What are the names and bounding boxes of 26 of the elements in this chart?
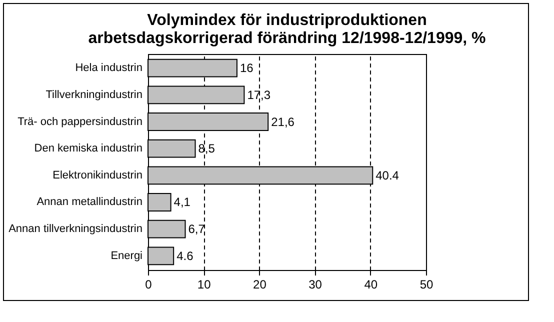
y-tick-label: Hela industrin [75,62,142,74]
x-tick-label: 30 [308,278,322,292]
y-tick-label: Annan metallindustrin [36,196,142,208]
x-tick-label: 0 [145,278,152,292]
data-label: 6,7 [188,222,206,236]
data-label: 8,5 [198,142,216,156]
bar [148,220,186,238]
y-tick-label: Den kemiska industrin [34,142,142,155]
y-tick-label: Elektronikindustrin [52,169,142,182]
data-label: 4,1 [174,195,191,210]
data-label: 4.6 [176,248,194,263]
x-tick-label: 10 [197,278,212,292]
data-label: 21,6 [271,114,295,129]
y-tick-label: Energi [110,250,142,262]
chart-subtitle: arbetsdagskorrigerad förändring 12/1998-12/1999, % [88,30,486,47]
x-tick-label: 50 [420,278,434,292]
chart-title: Volymindex för industriproduktionen [147,12,427,29]
bar [148,193,172,212]
data-label: 40.4 [376,168,400,182]
y-tick-label: Trä- och pappersindustrin [18,116,142,128]
y-tick-label: Annan tillverkningsindustrin [8,223,142,236]
data-label: 17,3 [247,88,271,102]
x-tick-label: 40 [364,278,378,292]
x-tick-label: 20 [253,278,267,292]
y-tick-label: Tillverkningindustrin [46,88,142,101]
data-label: 16 [240,61,254,76]
